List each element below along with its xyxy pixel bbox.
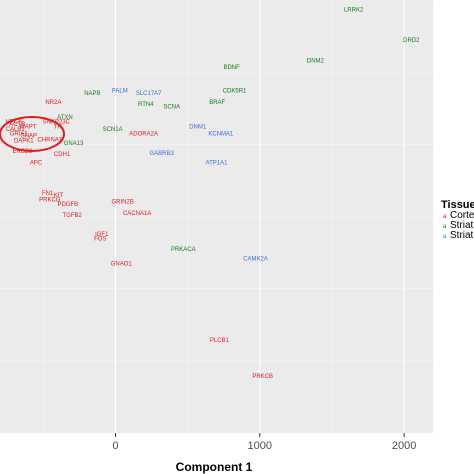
x-axis: 0 1000 2000	[112, 433, 416, 452]
gene-label-grin2b: GRIN2B	[112, 200, 134, 206]
gene-label-mapt: MAPT	[20, 124, 37, 130]
legend-title: Tissue	[441, 199, 474, 211]
gene-label-lrrk2: LRRK2	[344, 8, 364, 14]
gene-label-th: TH	[54, 124, 62, 130]
legend-key: a	[443, 214, 447, 220]
grid-lines	[114, 0, 405, 433]
gene-label-gna13: GNA13	[64, 141, 84, 147]
gene-label-palm: PALM	[112, 89, 128, 95]
gene-label-cacna1a: CACNA1A	[123, 211, 151, 217]
legend-label: Cortex	[450, 210, 474, 221]
x-tick-label: 2000	[392, 440, 416, 452]
legend-label: Striatum	[450, 220, 474, 231]
gene-label-cdh1: CDH1	[54, 152, 71, 158]
gene-label-snap: SNAP	[21, 134, 37, 140]
highlight-ellipse	[0, 116, 65, 152]
gene-label-adora2a: ADORA2A	[129, 131, 158, 137]
gene-label-camk2a: CAMK2A	[243, 256, 268, 262]
gene-label-calb1: CALB1	[6, 127, 26, 133]
gene-label-igf1: IGF1	[95, 232, 109, 238]
gene-label-scn1a: SCN1A	[103, 127, 123, 133]
gene-label-nr2a: NR2A	[45, 100, 61, 106]
gene-label-plcb1: PLCB1	[210, 338, 230, 344]
gene-label-pdgfb: PDGFB	[58, 202, 79, 208]
gene-label-atxn: ATXN	[57, 115, 73, 121]
gene-label-chrna7: CHRNA7	[37, 138, 62, 144]
gene-label-fos: FOS	[94, 236, 106, 242]
gene-label-dnm1: DNM1	[189, 124, 207, 130]
gene-label-cdk5r1: CDK5R1	[223, 89, 247, 95]
legend: Tissue aCortexaStriatumaStriatum	[441, 199, 474, 241]
x-tick-label: 1000	[248, 440, 272, 452]
gene-label-braf: BRAF	[209, 100, 225, 106]
gene-label-actb: ACTB	[9, 122, 25, 128]
gene-label-fn1: FN1	[42, 191, 54, 197]
legend-key: a	[443, 234, 447, 240]
gene-label-dapk1: DAPK1	[14, 139, 34, 145]
gene-label-apc: APC	[30, 161, 43, 167]
x-axis-title: Component 1	[176, 460, 253, 474]
gene-label-gnao1: GNAO1	[111, 261, 133, 267]
gene-label-scna: SCNA	[163, 105, 180, 111]
gene-label-tgfb2: TGFB2	[62, 213, 82, 219]
legend-label: Striatum	[450, 230, 474, 241]
gene-label-prkaca: PRKACA	[171, 247, 196, 253]
gene-label-kit: KIT	[54, 193, 64, 199]
gene-label-rtn4: RTN4	[138, 102, 154, 108]
x-tick-label: 0	[112, 440, 118, 452]
gene-label-prkcb: PRKCB	[252, 374, 273, 380]
gene-label-prkcg: PRKCG	[39, 197, 61, 203]
gene-label-napb: NAPB	[84, 91, 100, 97]
gene-label-gabrb3: GABRB3	[149, 151, 174, 157]
gene-label-bdnf: BDNF	[223, 65, 240, 71]
gene-label-gria1: GRIA1	[10, 131, 29, 137]
gene-label-snap23c: SNAP23C	[43, 120, 71, 126]
gene-label-dnm2: DNM2	[307, 58, 325, 64]
gene-label-slc17a7: SLC17A7	[136, 91, 162, 97]
gene-label-atp1a1: ATP1A1	[206, 160, 229, 166]
legend-key: a	[443, 224, 447, 230]
gene-label-drd2: DRD2	[403, 38, 420, 44]
gene-label-hpca: HPCA	[5, 120, 22, 126]
gene-label-erbb3: ERBB3	[13, 149, 33, 155]
gene-label-kcnma1: KCNMA1	[208, 131, 234, 137]
